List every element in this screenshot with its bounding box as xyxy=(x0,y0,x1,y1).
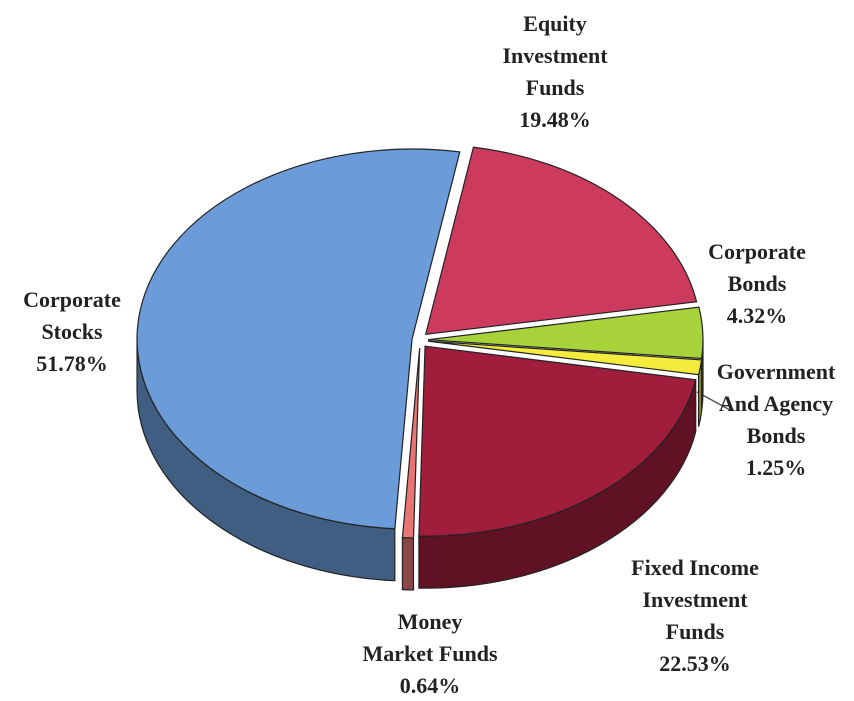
pie-slice xyxy=(401,347,421,539)
slice-name: Government And Agency Bonds xyxy=(716,359,836,448)
slice-name: Money Market Funds xyxy=(362,609,498,666)
slice-value: 19.48% xyxy=(519,107,591,132)
slice-label: Corporate Bonds 4.32% xyxy=(708,236,806,332)
pie-slice xyxy=(427,306,704,360)
slice-value: 4.32% xyxy=(726,303,788,328)
pie-side xyxy=(401,536,415,591)
slice-value: 1.25% xyxy=(745,455,807,480)
slice-value: 51.78% xyxy=(36,351,108,376)
pie-slice xyxy=(136,148,461,530)
pie-slice xyxy=(424,146,698,336)
pie-slice xyxy=(418,345,697,537)
slice-name: Corporate Stocks xyxy=(23,287,121,344)
slice-label: Government And Agency Bonds 1.25% xyxy=(717,356,836,484)
slice-label: Equity Investment Funds 19.48% xyxy=(502,8,607,136)
slice-value: 0.64% xyxy=(399,673,461,698)
slice-name: Fixed Income Investment Funds xyxy=(631,555,759,644)
slice-label: Corporate Stocks 51.78% xyxy=(23,284,121,380)
slice-name: Corporate Bonds xyxy=(708,239,806,296)
pie-slice xyxy=(427,340,703,376)
slice-value: 22.53% xyxy=(659,651,731,676)
slice-name: Equity Investment Funds xyxy=(502,11,608,100)
slice-label: Money Market Funds 0.64% xyxy=(362,606,497,701)
slice-label: Fixed Income Investment Funds 22.53% xyxy=(631,552,759,680)
